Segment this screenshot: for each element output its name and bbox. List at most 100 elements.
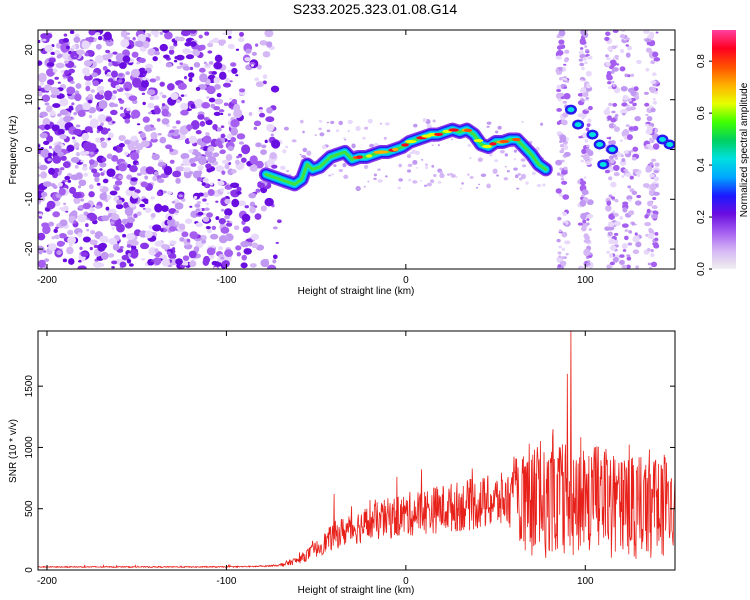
noise-blob bbox=[142, 40, 150, 49]
noise-blob bbox=[77, 232, 83, 238]
noise-blob bbox=[513, 158, 517, 161]
noise-blob bbox=[180, 30, 191, 37]
noise-blob bbox=[189, 157, 196, 164]
noise-blob bbox=[165, 123, 170, 127]
noise-blob bbox=[38, 60, 43, 66]
noise-blob bbox=[99, 235, 109, 243]
noise-blob bbox=[614, 55, 619, 58]
noise-blob bbox=[38, 85, 42, 89]
noise-blob bbox=[558, 30, 566, 37]
noise-blob bbox=[123, 201, 129, 208]
noise-blob bbox=[40, 171, 48, 179]
noise-blob bbox=[321, 145, 327, 150]
noise-blob bbox=[606, 57, 611, 61]
snr-panel: -200 -100 0 100 0 500 1000 1500 Height of stra… bbox=[8, 330, 676, 596]
ridge-hotspot bbox=[489, 142, 497, 146]
noise-blob bbox=[235, 245, 242, 251]
noise-blob bbox=[652, 83, 657, 87]
noise-blob bbox=[198, 67, 206, 73]
noise-blob bbox=[119, 62, 127, 70]
noise-blob bbox=[174, 202, 184, 210]
noise-blob bbox=[624, 172, 632, 177]
noise-blob bbox=[116, 199, 123, 205]
noise-blob bbox=[652, 241, 659, 246]
noise-blob bbox=[520, 158, 526, 162]
noise-blob bbox=[224, 249, 234, 257]
noise-blob bbox=[578, 58, 583, 62]
noise-blob bbox=[51, 148, 56, 151]
noise-blob bbox=[175, 120, 181, 125]
noise-blob bbox=[555, 93, 562, 99]
noise-blob bbox=[607, 231, 613, 237]
noise-blob bbox=[644, 102, 650, 107]
noise-blob bbox=[286, 170, 290, 173]
noise-blob bbox=[207, 189, 215, 197]
noise-blob bbox=[364, 164, 369, 170]
noise-blob bbox=[62, 161, 71, 168]
noise-blob bbox=[58, 187, 66, 196]
noise-blob bbox=[58, 233, 67, 239]
noise-blob bbox=[89, 239, 98, 246]
noise-blob bbox=[586, 199, 594, 206]
noise-blob bbox=[60, 167, 65, 171]
noise-blob bbox=[80, 198, 85, 202]
noise-blob bbox=[559, 143, 565, 148]
noise-blob bbox=[193, 62, 201, 68]
noise-blob bbox=[580, 154, 584, 158]
noise-blob bbox=[437, 180, 442, 184]
noise-blob bbox=[604, 36, 610, 41]
noise-blob bbox=[580, 87, 587, 94]
noise-blob bbox=[73, 220, 77, 224]
noise-blob bbox=[231, 67, 238, 74]
noise-blob bbox=[92, 172, 101, 178]
noise-blob bbox=[111, 227, 115, 230]
noise-blob bbox=[189, 30, 197, 34]
noise-blob bbox=[80, 251, 89, 257]
noise-blob bbox=[218, 109, 225, 113]
noise-blob bbox=[190, 210, 199, 219]
noise-blob bbox=[147, 102, 155, 109]
noise-blob bbox=[604, 226, 611, 231]
noise-blob bbox=[136, 172, 142, 176]
noise-blob bbox=[580, 194, 585, 198]
noise-blob bbox=[46, 68, 55, 77]
noise-blob bbox=[204, 31, 210, 36]
noise-blob bbox=[189, 66, 194, 71]
noise-blob bbox=[159, 43, 168, 52]
noise-blob bbox=[584, 138, 589, 143]
noise-blob bbox=[486, 183, 491, 189]
noise-blob bbox=[203, 61, 207, 65]
noise-blob bbox=[562, 211, 568, 217]
noise-blob bbox=[558, 245, 562, 249]
noise-blob bbox=[256, 64, 262, 70]
noise-blob bbox=[266, 107, 273, 114]
noise-blob bbox=[230, 119, 240, 128]
noise-blob bbox=[202, 216, 210, 222]
noise-blob bbox=[197, 114, 205, 120]
noise-blob bbox=[143, 70, 148, 74]
noise-blob bbox=[159, 91, 164, 96]
ridge-hotspot bbox=[463, 128, 473, 132]
noise-blob bbox=[186, 124, 193, 131]
noise-blob bbox=[183, 76, 188, 80]
noise-blob bbox=[277, 219, 282, 224]
noise-blob bbox=[561, 256, 566, 260]
noise-blob bbox=[186, 238, 191, 243]
noise-blob bbox=[42, 118, 51, 126]
noise-blob bbox=[93, 38, 97, 43]
ridge-hotspot bbox=[405, 139, 417, 144]
noise-blob bbox=[469, 156, 472, 160]
ridge-hotspot bbox=[499, 139, 510, 144]
noise-blob bbox=[167, 218, 176, 227]
noise-blob bbox=[560, 177, 565, 181]
noise-blob bbox=[189, 260, 197, 268]
noise-blob bbox=[238, 153, 242, 157]
noise-blob bbox=[38, 91, 43, 97]
noise-blob bbox=[101, 157, 107, 163]
noise-blob bbox=[204, 207, 210, 211]
noise-blob bbox=[630, 73, 635, 77]
noise-blob bbox=[154, 107, 161, 115]
noise-blob bbox=[504, 153, 509, 157]
noise-blob bbox=[412, 159, 418, 165]
noise-blob bbox=[176, 65, 182, 70]
